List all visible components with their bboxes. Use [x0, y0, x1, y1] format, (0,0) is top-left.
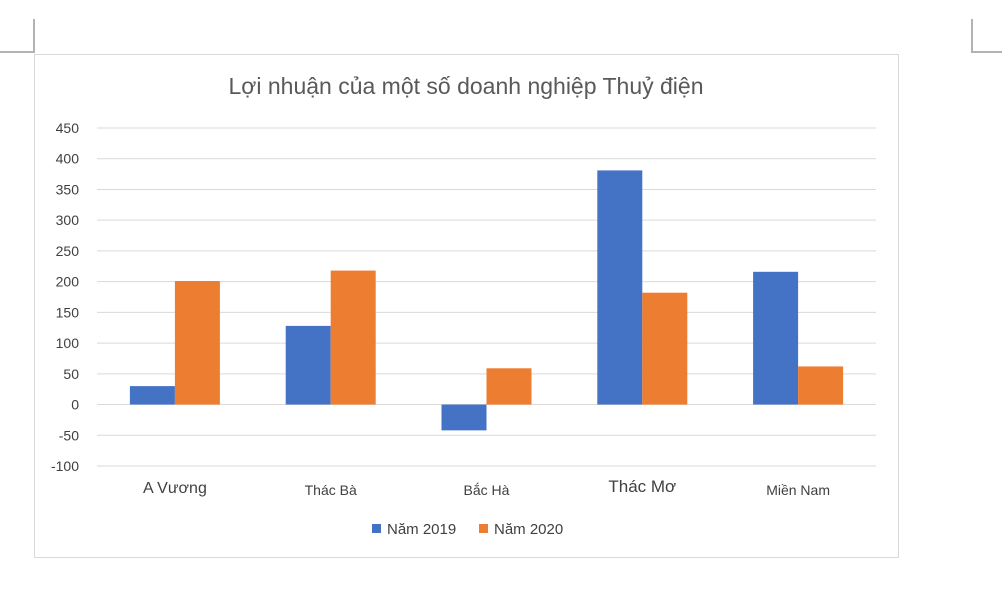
chart-title: Lợi nhuận của một số doanh nghiệp Thuỷ đ…: [228, 73, 703, 99]
legend-label[interactable]: Năm 2020: [494, 521, 563, 538]
y-tick-label: 450: [56, 120, 80, 136]
bar-2020-0[interactable]: [174, 281, 220, 405]
bar-2019-0[interactable]: [129, 386, 175, 405]
y-tick-label: 300: [56, 212, 80, 228]
y-tick-label: 200: [56, 274, 80, 290]
x-tick-label: A Vương: [143, 480, 207, 497]
x-tick-label: Miền Nam: [766, 482, 830, 498]
x-tick-label: Thác Mơ: [608, 477, 676, 496]
bar-2020-1[interactable]: [330, 270, 376, 405]
bar-2019-4[interactable]: [753, 271, 799, 405]
y-tick-label: 250: [56, 243, 80, 259]
bar-2019-3[interactable]: [597, 170, 643, 405]
bar-2020-4[interactable]: [798, 366, 844, 405]
crop-mark-left: [0, 19, 35, 53]
legend-swatch-2020: [479, 524, 488, 533]
y-tick-label: 400: [56, 151, 80, 167]
bar-2019-1[interactable]: [285, 325, 331, 405]
bar-2020-3[interactable]: [642, 292, 688, 405]
y-tick-label: 150: [56, 304, 80, 320]
x-tick-label: Bắc Hà: [464, 482, 510, 498]
bar-2019-2[interactable]: [441, 404, 487, 431]
bar-2020-2[interactable]: [486, 368, 532, 405]
y-tick-label: -50: [59, 427, 79, 443]
y-tick-label: 50: [63, 366, 79, 382]
y-tick-label: 0: [71, 397, 79, 413]
y-tick-label: 350: [56, 181, 80, 197]
y-axis-ticks: -100 -50 0 50 100 150 200 250 300 350 400 450: [51, 120, 79, 474]
legend-swatch-2019: [372, 524, 381, 533]
bars: [129, 170, 844, 431]
y-tick-label: -100: [51, 458, 79, 474]
legend: Năm 2019 Năm 2020: [372, 521, 563, 538]
x-tick-label: Thác Bà: [305, 482, 357, 498]
y-tick-label: 100: [56, 335, 80, 351]
legend-label[interactable]: Năm 2019: [387, 521, 456, 538]
crop-mark-right: [971, 19, 1002, 53]
x-axis-ticks: A Vương Thác Bà Bắc Hà Thác Mơ Miền Nam: [143, 477, 830, 498]
